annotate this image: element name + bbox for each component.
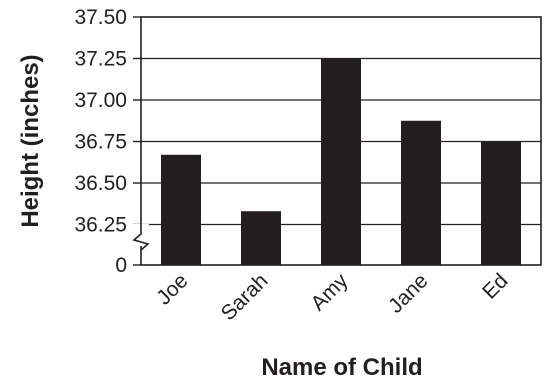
x-tick-label: Sarah — [217, 269, 273, 325]
bar-ed — [481, 141, 521, 265]
x-tick-label: Amy — [307, 269, 353, 315]
y-tick-label: 0 — [115, 254, 127, 277]
y-tick-label: 36.50 — [74, 172, 127, 195]
y-tick-label: 37.50 — [74, 6, 127, 29]
y-axis-title: Height (inches) — [17, 54, 44, 227]
y-tick-label: 37.00 — [74, 89, 127, 112]
y-tick-label: 36.25 — [74, 214, 127, 237]
axis-break-icon — [132, 224, 150, 251]
y-tick-labels: 37.50 37.25 37.00 36.75 36.50 36.25 0 — [74, 6, 127, 277]
x-tick-label: Joe — [152, 269, 192, 309]
bar-amy — [321, 58, 361, 265]
x-axis-title: Name of Child — [261, 354, 422, 381]
bar-jane — [401, 120, 441, 265]
bars — [161, 58, 521, 265]
bar-sarah — [241, 211, 281, 265]
x-tick-label: Jane — [384, 269, 432, 317]
y-tick-label: 36.75 — [74, 131, 127, 154]
bar-joe — [161, 154, 201, 265]
x-tick-label: Ed — [478, 269, 512, 303]
plot-frame — [140, 16, 542, 266]
x-tick-labels: Joe Sarah Amy Jane Ed — [152, 269, 512, 325]
y-tick-label: 37.25 — [74, 48, 127, 71]
